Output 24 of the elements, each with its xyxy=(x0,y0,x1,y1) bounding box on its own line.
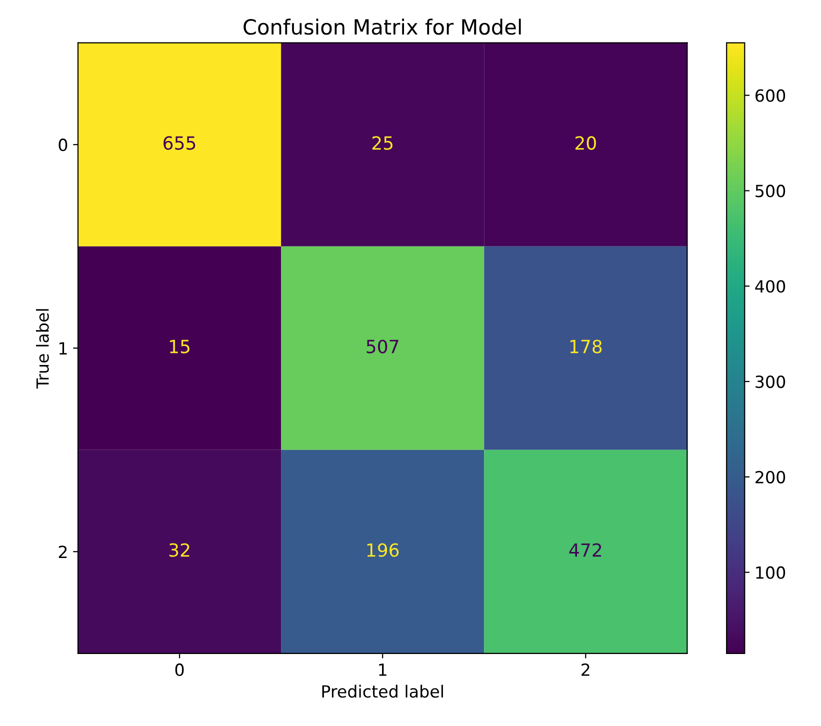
y-axis-title: True label xyxy=(36,309,49,389)
color-bar-label: 400 xyxy=(755,280,786,293)
x-tick-label: 1 xyxy=(379,664,386,676)
data-label: 196 xyxy=(367,543,399,557)
x-axis-title: Predicted label xyxy=(322,684,443,698)
y-tick-label: 0 xyxy=(58,138,68,152)
color-bar-label: 200 xyxy=(756,470,786,484)
data-label: 472 xyxy=(569,543,602,557)
data-label: 178 xyxy=(570,340,602,354)
y-tick-label: 1 xyxy=(60,342,67,354)
chart-title: Confusion Matrix for Model xyxy=(244,18,521,35)
data-label: 32 xyxy=(169,543,190,557)
data-label: 20 xyxy=(575,136,596,150)
data-label: 655 xyxy=(164,136,196,150)
x-tick-label: 2 xyxy=(582,663,590,676)
color-bar-label: 300 xyxy=(756,375,786,388)
color-bar-label: 600 xyxy=(756,89,786,102)
color-bar-label: 500 xyxy=(756,184,786,198)
x-tick-label: 0 xyxy=(175,663,184,676)
color-bar-label: 100 xyxy=(756,566,786,579)
data-label: 507 xyxy=(366,340,398,354)
y-tick-label: 2 xyxy=(58,546,67,558)
data-label: 25 xyxy=(372,136,392,150)
data-label: 15 xyxy=(170,340,190,354)
